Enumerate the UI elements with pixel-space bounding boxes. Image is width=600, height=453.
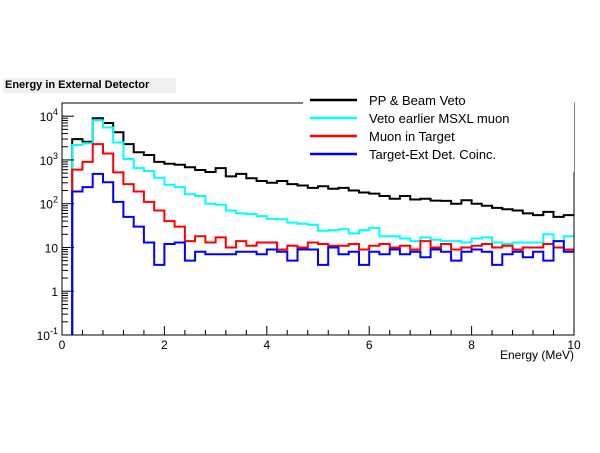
series-layer: [71, 117, 574, 335]
legend: PP & Beam Veto Veto earlier MSXL muon Muon…: [303, 86, 574, 172]
legend-label-2: Veto earlier MSXL muon: [369, 111, 509, 126]
x-axis-label: Energy (MeV): [500, 348, 574, 362]
x-tick-label-1: 2: [161, 338, 168, 352]
y-tick-label-2: 10: [45, 241, 59, 255]
chart-title-background: [3, 78, 176, 93]
y-tick-label-3: 102: [40, 195, 58, 212]
legend-label-3: Muon in Target: [369, 129, 455, 144]
legend-label-1: PP & Beam Veto: [369, 93, 466, 108]
axis-layer: 0 2 4 6 8 10 10-1 1 10 102 103 104: [37, 102, 581, 352]
x-tick-label-4: 8: [468, 338, 475, 352]
series-line-3: [71, 143, 574, 335]
series-line-1: [71, 117, 574, 335]
y-tick-label-5: 104: [40, 107, 58, 124]
chart-title: Energy in External Detector: [5, 79, 150, 91]
series-line-2: [71, 119, 574, 335]
x-tick-label-0: 0: [59, 338, 66, 352]
y-tick-label-1: 1: [51, 285, 58, 299]
legend-label-4: Target-Ext Det. Coinc.: [369, 147, 496, 162]
series-line-4: [71, 172, 574, 335]
x-tick-label-5: 10: [567, 338, 581, 352]
x-tick-label-2: 4: [263, 338, 270, 352]
x-tick-label-3: 6: [366, 338, 373, 352]
y-tick-label-4: 103: [40, 151, 58, 168]
y-tick-label-0: 10-1: [37, 326, 58, 343]
